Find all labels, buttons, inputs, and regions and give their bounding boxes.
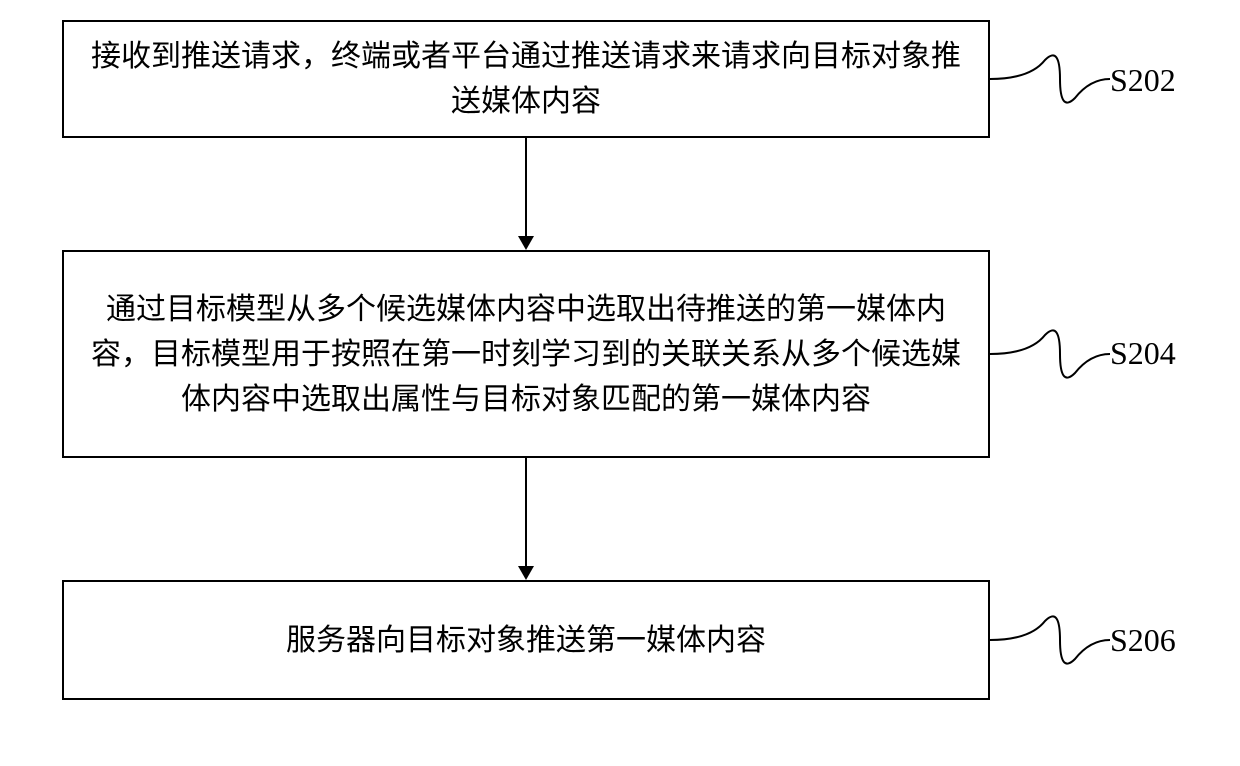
arrow-head-s204-s206	[518, 566, 534, 580]
connector-s206	[990, 611, 1110, 669]
flowchart-container: 接收到推送请求，终端或者平台通过推送请求来请求向目标对象推送媒体内容 S202 …	[0, 0, 1240, 766]
flowchart-node-s206: 服务器向目标对象推送第一媒体内容	[62, 580, 990, 700]
arrow-head-s202-s204	[518, 236, 534, 250]
arrow-s202-s204	[525, 138, 527, 236]
node-text: 服务器向目标对象推送第一媒体内容	[286, 618, 766, 663]
node-text: 接收到推送请求，终端或者平台通过推送请求来请求向目标对象推送媒体内容	[84, 34, 968, 124]
flowchart-node-s204: 通过目标模型从多个候选媒体内容中选取出待推送的第一媒体内容，目标模型用于按照在第…	[62, 250, 990, 458]
connector-s202	[990, 50, 1110, 108]
arrow-s204-s206	[525, 458, 527, 566]
flowchart-node-s202: 接收到推送请求，终端或者平台通过推送请求来请求向目标对象推送媒体内容	[62, 20, 990, 138]
step-label-s204: S204	[1110, 335, 1176, 372]
step-label-s206: S206	[1110, 622, 1176, 659]
node-text: 通过目标模型从多个候选媒体内容中选取出待推送的第一媒体内容，目标模型用于按照在第…	[84, 287, 968, 422]
step-label-s202: S202	[1110, 62, 1176, 99]
connector-s204	[990, 325, 1110, 383]
